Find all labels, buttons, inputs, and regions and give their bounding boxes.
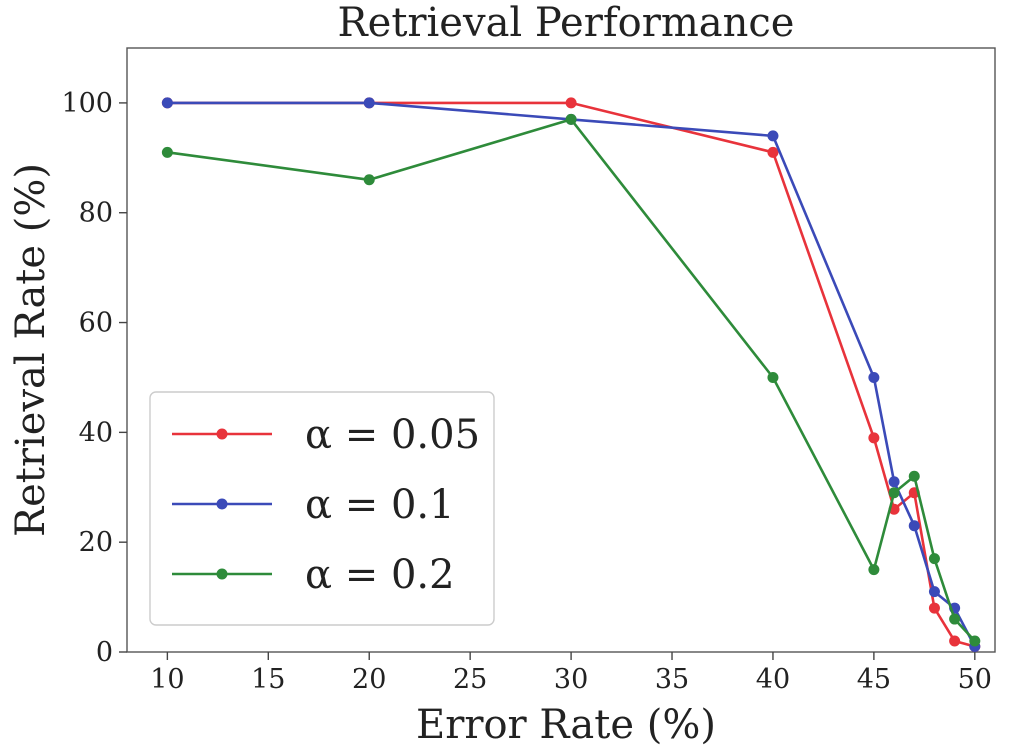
data-point bbox=[161, 146, 173, 158]
series-line bbox=[167, 101, 976, 648]
y-tick-label: 100 bbox=[61, 88, 113, 119]
y-tick-label: 80 bbox=[79, 198, 113, 229]
data-point bbox=[767, 146, 779, 158]
x-tick-label: 25 bbox=[453, 664, 487, 695]
y-tick-label: 60 bbox=[79, 308, 113, 339]
x-axis: 10 15 20 25 30 35 40 45 50 bbox=[150, 652, 992, 695]
data-point bbox=[767, 130, 779, 142]
data-point bbox=[363, 174, 375, 186]
x-tick-label: 15 bbox=[251, 664, 285, 695]
y-tick-label: 40 bbox=[79, 417, 113, 448]
data-point bbox=[949, 635, 961, 647]
data-point bbox=[928, 553, 940, 565]
data-point bbox=[565, 97, 577, 109]
series-3 bbox=[161, 113, 981, 647]
data-point bbox=[363, 97, 375, 109]
data-point bbox=[908, 520, 920, 532]
x-tick-label: 50 bbox=[958, 664, 992, 695]
x-axis-label: Error Rate (%) bbox=[416, 702, 716, 748]
data-point bbox=[928, 586, 940, 598]
series-layer bbox=[161, 97, 981, 653]
x-tick-label: 45 bbox=[857, 664, 891, 695]
y-axis: 0 20 40 60 80 100 bbox=[61, 88, 127, 668]
series-line bbox=[167, 118, 976, 642]
data-point bbox=[161, 97, 173, 109]
legend-marker bbox=[216, 428, 228, 440]
data-point bbox=[908, 470, 920, 482]
data-point bbox=[888, 476, 900, 488]
data-point bbox=[969, 635, 981, 647]
data-point bbox=[565, 113, 577, 125]
data-point bbox=[949, 613, 961, 625]
data-point bbox=[928, 602, 940, 614]
data-point bbox=[868, 371, 880, 383]
legend-label: α = 0.05 bbox=[305, 412, 480, 458]
legend-marker bbox=[216, 568, 228, 580]
data-point bbox=[767, 371, 779, 383]
series-line bbox=[167, 101, 976, 648]
legend-label: α = 0.1 bbox=[305, 482, 455, 528]
y-axis-label: Retrieval Rate (%) bbox=[8, 163, 54, 537]
data-point bbox=[888, 487, 900, 499]
legend: α = 0.05 α = 0.1 α = 0.2 bbox=[149, 391, 495, 626]
legend-box bbox=[149, 391, 495, 626]
x-tick-label: 10 bbox=[150, 664, 184, 695]
chart-title: Retrieval Performance bbox=[338, 0, 795, 46]
x-tick-label: 40 bbox=[756, 664, 790, 695]
legend-marker bbox=[216, 498, 228, 510]
y-tick-label: 20 bbox=[79, 527, 113, 558]
data-point bbox=[868, 432, 880, 444]
x-tick-label: 20 bbox=[352, 664, 386, 695]
x-tick-label: 35 bbox=[655, 664, 689, 695]
legend-label: α = 0.2 bbox=[305, 552, 455, 598]
x-tick-label: 30 bbox=[554, 664, 588, 695]
plot-frame bbox=[126, 47, 996, 653]
y-tick-label: 0 bbox=[96, 637, 113, 668]
data-point bbox=[868, 564, 880, 576]
legend-entries: α = 0.05 α = 0.1 α = 0.2 bbox=[172, 412, 480, 598]
